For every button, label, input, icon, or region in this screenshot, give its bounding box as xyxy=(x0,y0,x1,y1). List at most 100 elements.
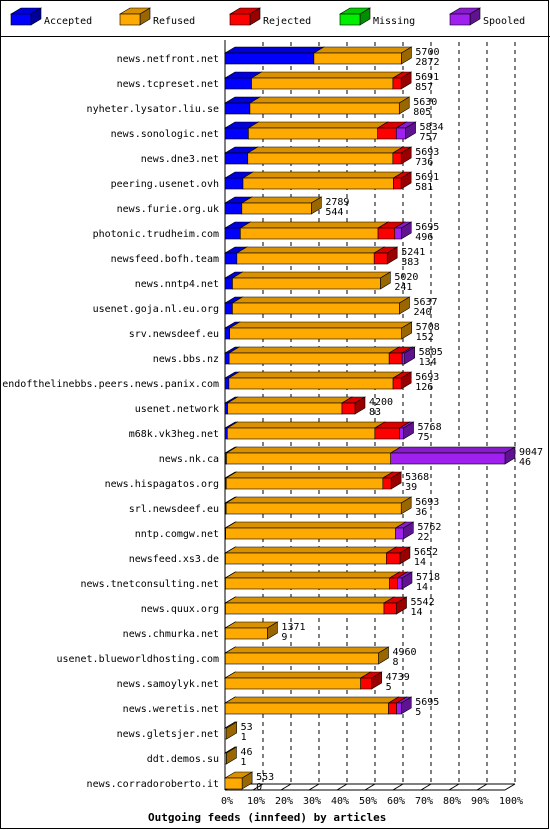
data-label-total-14: 4200 xyxy=(369,397,393,408)
bar-refused-16 xyxy=(225,446,402,465)
category-label-7: photonic.trudheim.com xyxy=(93,229,219,240)
category-label-21: news.tnetconsulting.net xyxy=(81,579,219,590)
category-label-3: news.sonologic.net xyxy=(111,129,219,140)
data-label-accepted-1: 857 xyxy=(415,82,433,93)
data-label-total-19: 5762 xyxy=(417,522,441,533)
category-label-9: news.nntp4.net xyxy=(135,279,219,290)
bar-rejected-1 xyxy=(391,71,413,90)
bar-refused-24 xyxy=(224,646,390,665)
data-label-total-6: 2789 xyxy=(325,197,349,208)
legend-swatch-refused xyxy=(118,7,152,26)
category-label-8: newsfeed.bofh.team xyxy=(111,254,219,265)
legend-swatch-rejected xyxy=(228,7,262,26)
x-tick-mark-5 xyxy=(364,783,376,791)
bar-refused-23 xyxy=(224,621,279,640)
data-label-accepted-12: 134 xyxy=(419,357,437,368)
data-label-total-12: 5805 xyxy=(419,347,443,358)
data-label-total-25: 4739 xyxy=(386,672,410,683)
data-label-total-26: 5695 xyxy=(415,697,439,708)
bar-spooled-12 xyxy=(401,346,416,365)
legend-swatch-accepted xyxy=(9,7,43,26)
bar-rejected-5 xyxy=(392,171,413,190)
bar-refused-1 xyxy=(250,71,405,90)
data-label-total-24: 4960 xyxy=(393,647,417,658)
x-tick-mark-3 xyxy=(308,783,320,791)
category-label-2: nyheter.lysator.liu.se xyxy=(87,104,219,115)
category-label-22: news.quux.org xyxy=(141,604,219,615)
x-tick-mark-4 xyxy=(336,783,348,791)
data-label-total-17: 5368 xyxy=(405,472,429,483)
category-label-26: news.weretis.net xyxy=(123,704,219,715)
category-label-5: peering.usenet.ovh xyxy=(111,179,219,190)
bar-refused-11 xyxy=(228,321,413,340)
bar-refused-7 xyxy=(239,221,390,240)
x-tick-label-1: 10% xyxy=(247,796,265,807)
x-tick-mark-7 xyxy=(420,783,432,791)
data-label-total-1: 5691 xyxy=(415,72,439,83)
bar-refused-20 xyxy=(224,546,398,565)
category-label-24: usenet.blueworldhosting.com xyxy=(56,654,219,665)
data-label-accepted-3: 757 xyxy=(420,132,438,143)
data-label-total-16: 9047 xyxy=(519,447,543,458)
x-tick-mark-1 xyxy=(252,783,264,791)
data-label-accepted-8: 383 xyxy=(401,257,419,268)
category-label-25: news.samoylyk.net xyxy=(117,679,219,690)
bar-refused-10 xyxy=(231,296,411,315)
data-label-accepted-6: 544 xyxy=(325,207,343,218)
data-label-total-7: 5695 xyxy=(415,222,439,233)
bar-rejected-4 xyxy=(391,146,413,165)
data-label-accepted-9: 241 xyxy=(394,282,412,293)
data-label-accepted-13: 126 xyxy=(415,382,433,393)
bar-refused-12 xyxy=(228,346,401,365)
bar-refused-27 xyxy=(223,721,238,740)
legend-label-rejected: Rejected xyxy=(263,16,311,27)
bar-refused-0 xyxy=(312,46,413,65)
x-tick-label-9: 90% xyxy=(471,796,489,807)
bar-rejected-25 xyxy=(359,671,383,690)
category-label-18: srl.newsdeef.eu xyxy=(129,504,219,515)
data-label-total-10: 5637 xyxy=(413,297,437,308)
bar-refused-22 xyxy=(224,596,396,615)
data-label-total-4: 5693 xyxy=(415,147,439,158)
bar-refused-2 xyxy=(248,96,411,115)
data-label-accepted-7: 496 xyxy=(415,232,433,243)
x-tick-label-0: 0% xyxy=(221,796,233,807)
category-label-10: usenet.goja.nl.eu.org xyxy=(93,304,219,315)
bar-rejected-13 xyxy=(392,371,413,390)
bar-refused-19 xyxy=(224,521,407,540)
data-label-total-23: 1371 xyxy=(281,622,305,633)
legend-divider xyxy=(0,36,550,37)
x-tick-label-6: 60% xyxy=(387,796,405,807)
data-label-accepted-0: 2872 xyxy=(415,57,439,68)
bar-rejected-22 xyxy=(382,596,408,615)
data-label-accepted-18: 36 xyxy=(415,507,427,518)
data-label-accepted-2: 805 xyxy=(413,107,431,118)
legend-label-refused: Refused xyxy=(153,16,195,27)
bar-rejected-17 xyxy=(381,471,403,490)
category-label-27: news.gletsjer.net xyxy=(117,729,219,740)
data-label-total-27: 53 xyxy=(241,722,253,733)
x-tick-label-10: 100% xyxy=(499,796,523,807)
data-label-accepted-17: 39 xyxy=(405,482,417,493)
data-label-total-15: 5768 xyxy=(418,422,442,433)
x-tick-label-2: 20% xyxy=(275,796,293,807)
bar-rejected-8 xyxy=(373,246,399,265)
data-label-accepted-5: 581 xyxy=(415,182,433,193)
bar-refused-28 xyxy=(223,746,238,765)
bar-refused-6 xyxy=(240,196,323,215)
bar-refused-13 xyxy=(227,371,405,390)
bar-refused-5 xyxy=(241,171,405,190)
x-tick-mark-8 xyxy=(448,783,460,791)
data-label-total-20: 5652 xyxy=(414,547,438,558)
x-tick-mark-10 xyxy=(504,783,516,791)
x-tick-mark-9 xyxy=(476,783,488,791)
x-tick-mark-2 xyxy=(280,783,292,791)
bar-spooled-7 xyxy=(393,221,413,240)
legend-label-missing: Missing xyxy=(373,16,415,27)
x-axis-title: Outgoing feeds (innfeed) by articles xyxy=(148,811,386,824)
category-label-6: news.furie.org.uk xyxy=(117,204,219,215)
data-label-accepted-28: 1 xyxy=(240,757,246,768)
data-label-total-0: 5700 xyxy=(415,47,439,58)
